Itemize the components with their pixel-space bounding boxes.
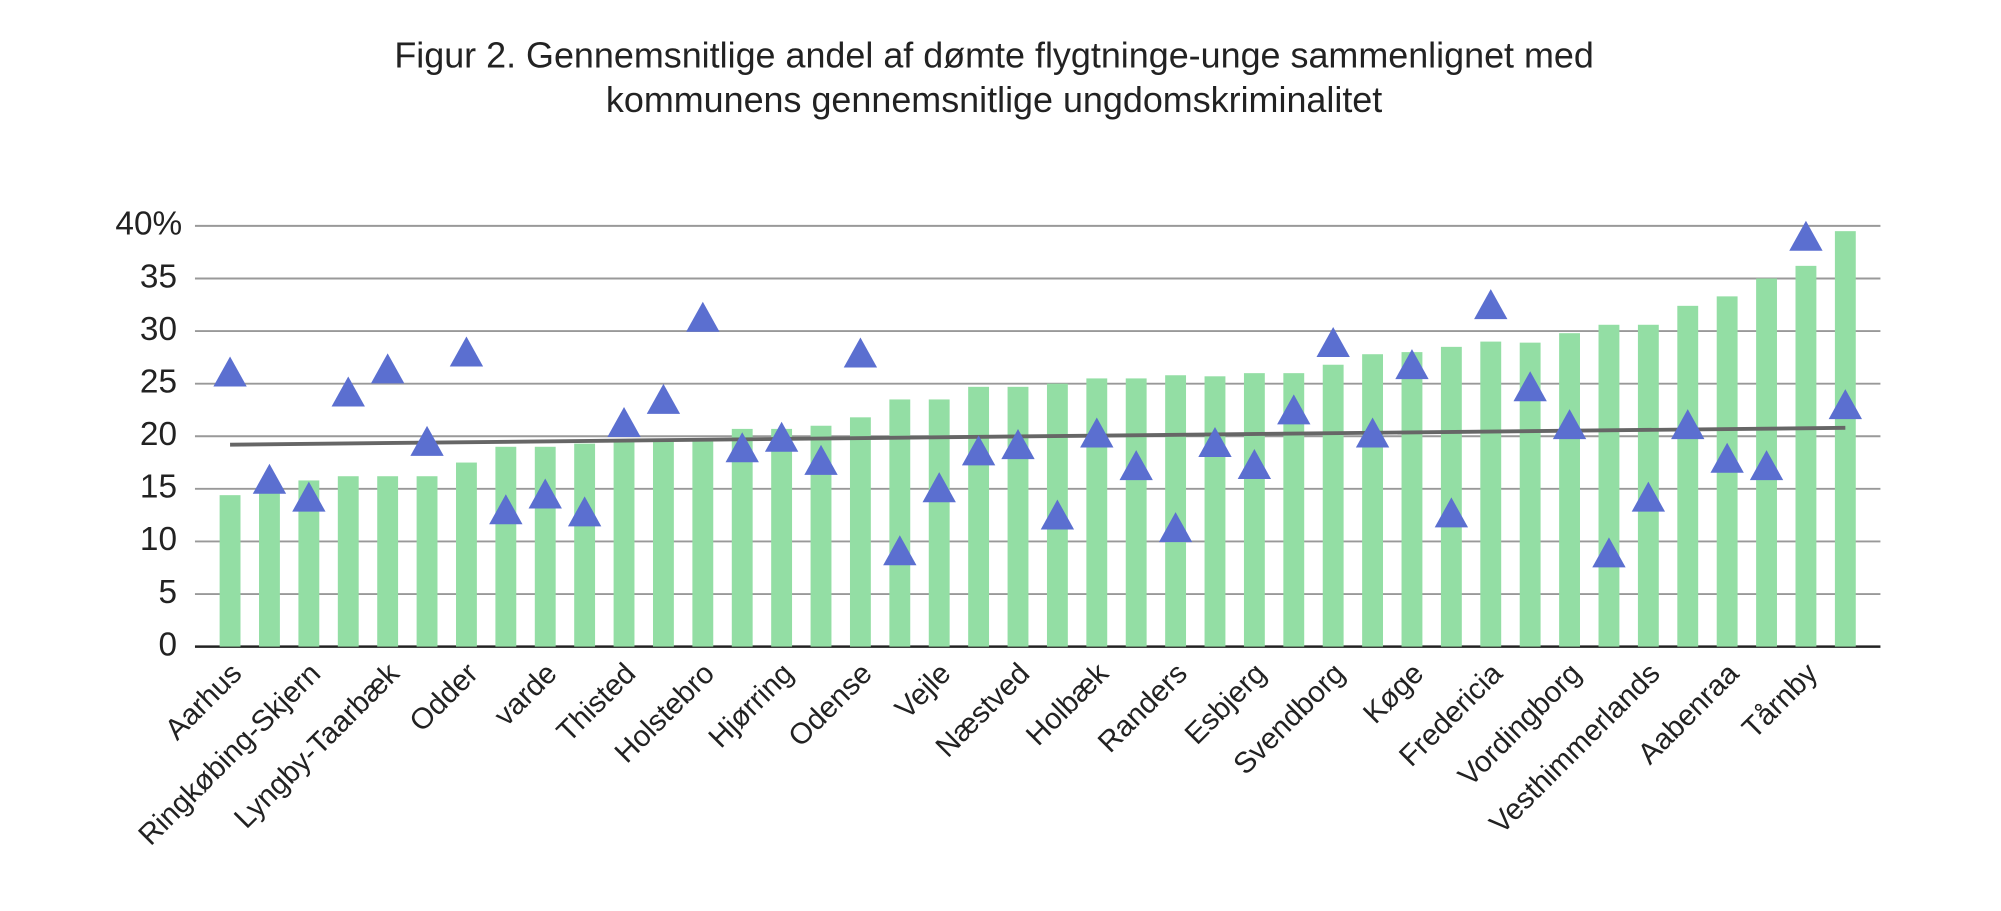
triangle-marker [331,376,365,407]
bar [1362,354,1384,647]
bar [731,428,753,647]
bar [534,446,556,647]
bar [889,399,911,647]
bar [1795,265,1817,647]
bar [692,441,714,647]
x-tick-label: Vejle [889,657,958,726]
chart-title: Figur 2. Gennemsnitlige andel af dømte f… [394,34,1594,75]
y-tick-label: 15 [140,469,177,506]
chart-title: kommunens gennemsnitlige ungdomskriminal… [606,79,1382,120]
triangle-marker [804,444,838,475]
triangle-marker [607,406,641,437]
triangle-marker [1671,409,1705,440]
triangle-marker [1198,426,1232,457]
bar [377,476,399,647]
y-tick-label: 10 [140,521,177,558]
bar [298,480,320,647]
y-tick-label: 5 [158,574,177,611]
triangle-marker [922,472,956,503]
triangle-marker [292,481,326,512]
triangle-marker [213,356,247,387]
triangle-marker [764,421,799,452]
bar [613,441,635,647]
triangle-marker [646,383,681,414]
bar [1204,376,1226,647]
triangle-marker [489,494,523,525]
triangle-marker [410,425,444,456]
bar [259,488,280,647]
bar [1165,375,1187,647]
y-tick-label: 0 [158,626,177,663]
triangle-marker [1316,327,1350,358]
triangle-marker [1749,450,1784,481]
triangle-marker [1631,481,1666,512]
triangle-marker [1592,537,1626,568]
triangle-marker [1474,289,1508,320]
x-tick-label: Tårnby [1736,657,1824,745]
triangle-marker [1158,512,1193,543]
y-tick-label: 25 [140,363,177,400]
triangle-marker [1277,394,1311,425]
triangle-marker [961,435,996,466]
y-tick-label: 30 [140,311,177,348]
triangle-marker [528,478,562,509]
bar [1519,342,1541,647]
bar [1559,333,1580,647]
bar [574,443,596,647]
bar [1007,386,1029,647]
x-tick-label: Køge [1357,657,1430,730]
triangle-marker [883,535,917,566]
triangle-marker [1552,409,1587,440]
bar [1440,346,1462,647]
bar [810,425,832,647]
bar [968,386,990,647]
bar [928,399,950,647]
triangle-marker [1001,429,1035,460]
triangle-marker [1710,442,1744,473]
triangle-marker [567,496,602,527]
x-tick-label: Hjørring [702,657,800,755]
y-tick-label: 35 [140,258,177,295]
triangle-marker [252,463,287,494]
triangle-marker [1080,417,1114,448]
triangle-marker [725,432,759,463]
y-tick-label: 40% [115,206,182,243]
triangle-marker [686,301,720,332]
triangle-marker [1119,450,1153,481]
bar [1480,341,1502,647]
bar [219,495,241,647]
bar [1125,378,1147,647]
bar [771,428,793,647]
triangle-marker [370,353,405,384]
triangle-marker [1513,371,1547,402]
y-tick-label: 20 [140,416,177,453]
bar [416,476,438,647]
x-tick-label: varde [488,657,564,733]
bar [1598,324,1620,647]
triangle-marker [449,336,484,367]
triangle-marker [1355,417,1390,448]
bar [1243,373,1265,647]
triangle-marker [1040,499,1075,530]
triangle-marker [1828,389,1863,420]
triangle-marker [843,337,878,368]
x-tick-label: Odense [782,657,878,753]
bar [495,446,517,647]
triangle-marker [1237,449,1272,480]
bar [1322,364,1344,647]
bar [652,441,674,647]
bar [1283,373,1305,647]
bar [849,417,871,647]
bar [337,476,359,647]
bar [456,462,477,647]
bar [1834,231,1856,647]
triangle-marker [1395,349,1429,380]
triangle-marker [1789,220,1823,251]
bar [1677,305,1699,647]
x-tick-label: Odder [403,657,484,738]
triangle-marker [1434,497,1469,528]
bar [1401,352,1423,647]
